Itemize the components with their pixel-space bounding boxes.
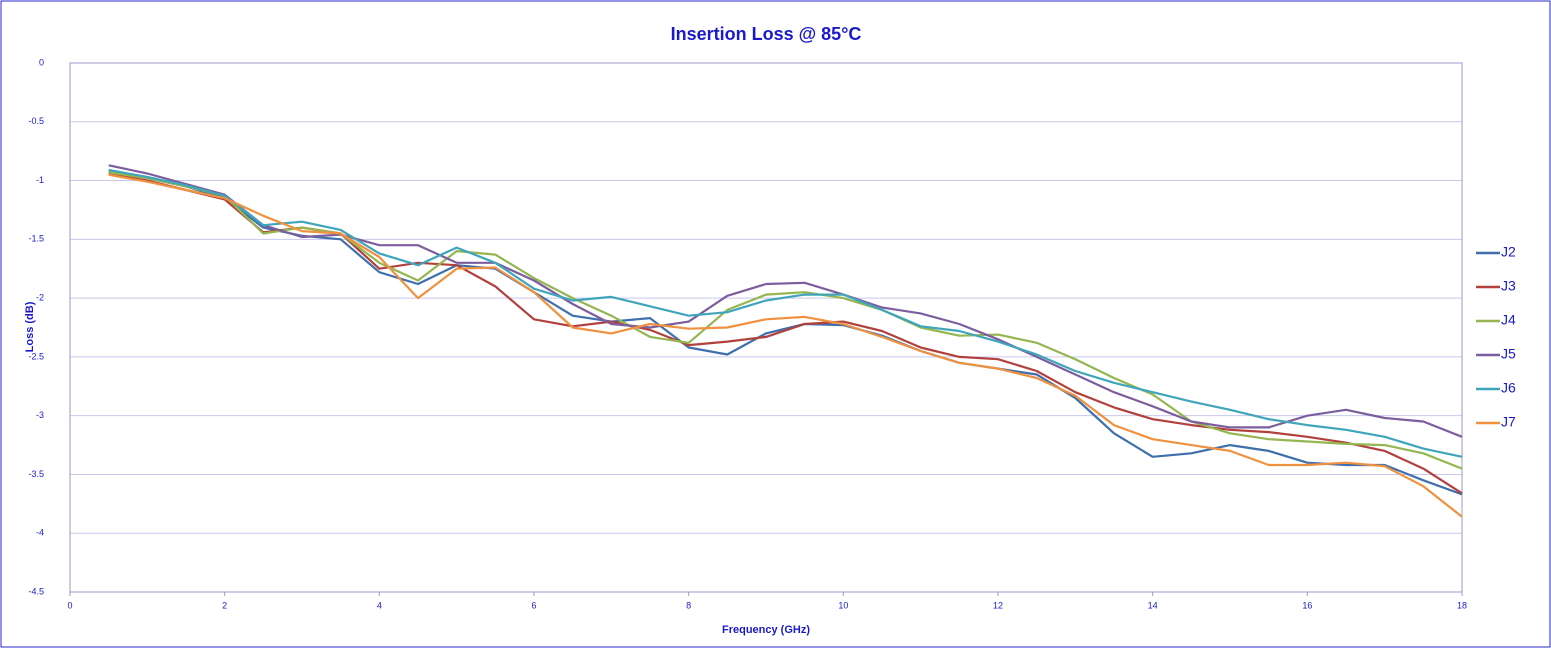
series-line bbox=[108, 168, 1463, 458]
x-tick-label: 16 bbox=[1302, 600, 1312, 610]
x-tick-label: 2 bbox=[222, 600, 227, 610]
legend-label: J5 bbox=[1501, 346, 1516, 362]
y-tick-label: -1.5 bbox=[28, 234, 44, 244]
y-tick-label: -4.5 bbox=[28, 586, 44, 596]
series-line bbox=[108, 170, 1463, 496]
legend-label: J7 bbox=[1501, 414, 1516, 430]
legend-label: J6 bbox=[1501, 380, 1516, 396]
x-tick-label: 18 bbox=[1457, 600, 1467, 610]
y-tick-label: 0 bbox=[39, 57, 44, 67]
x-tick-label: 6 bbox=[531, 600, 536, 610]
y-tick-label: -0.5 bbox=[28, 116, 44, 126]
x-tick-label: 14 bbox=[1148, 600, 1158, 610]
series-line bbox=[108, 173, 1463, 518]
legend-label: J3 bbox=[1501, 278, 1516, 294]
series-line bbox=[108, 164, 1463, 438]
y-tick-label: -3 bbox=[36, 410, 44, 420]
y-tick-label: -1 bbox=[36, 175, 44, 185]
x-tick-label: 4 bbox=[377, 600, 382, 610]
x-tick-label: 10 bbox=[838, 600, 848, 610]
y-tick-label: -3.5 bbox=[28, 469, 44, 479]
y-tick-label: -4 bbox=[36, 528, 44, 538]
chart-title: Insertion Loss @ 85°C bbox=[671, 24, 862, 44]
x-tick-label: 0 bbox=[67, 600, 72, 610]
y-axis-label: Loss (dB) bbox=[24, 301, 36, 352]
plot-area bbox=[69, 62, 1463, 593]
x-tick-label: 8 bbox=[686, 600, 691, 610]
y-tick-label: -2.5 bbox=[28, 351, 44, 361]
x-tick-label: 12 bbox=[993, 600, 1003, 610]
y-tick-label: -2 bbox=[36, 292, 44, 302]
legend-label: J4 bbox=[1501, 312, 1516, 328]
legend-label: J2 bbox=[1501, 244, 1516, 260]
x-axis-label: Frequency (GHz) bbox=[722, 624, 810, 636]
